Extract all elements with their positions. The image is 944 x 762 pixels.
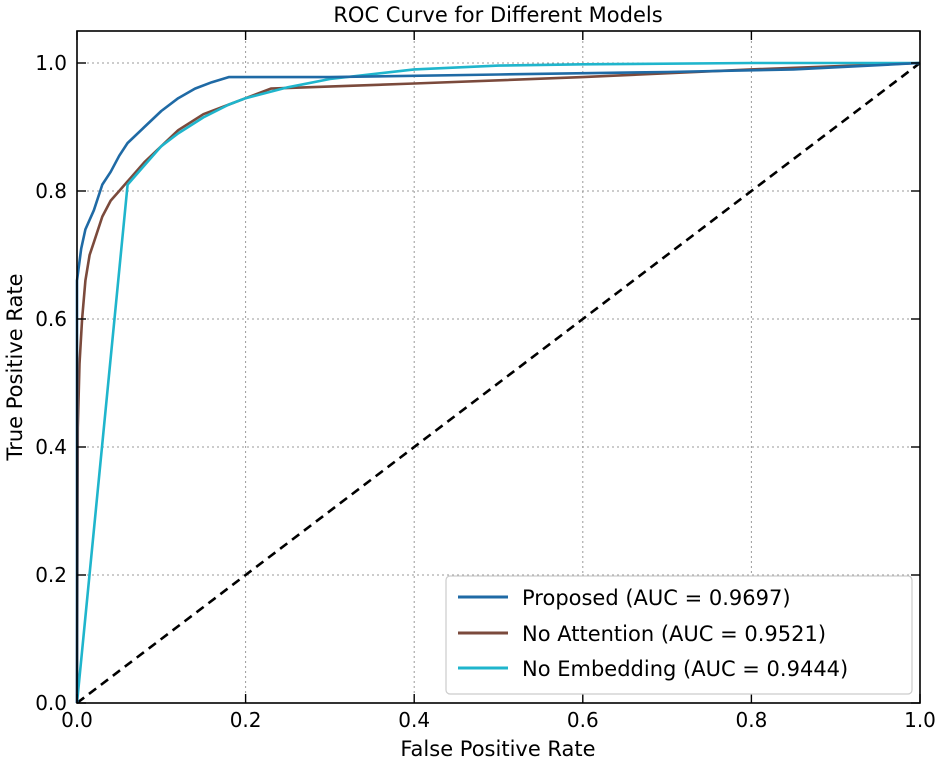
- x-tick-label: 0.2: [230, 708, 262, 732]
- x-axis-label: False Positive Rate: [400, 737, 595, 761]
- x-tick-label: 1.0: [904, 708, 936, 732]
- y-tick-label: 0.4: [35, 435, 67, 459]
- y-tick-label: 0.6: [35, 307, 67, 331]
- x-tick-label: 0.6: [567, 708, 599, 732]
- axis-ticks: 0.0 0.2 0.4 0.6 0.8 1.0 0.0 0.2 0.4 0.6 0.8 1.0: [35, 31, 936, 732]
- legend-label-no-attention: No Attention (AUC = 0.9521): [522, 622, 826, 646]
- y-tick-label: 0.2: [35, 563, 67, 587]
- y-tick-label: 1.0: [35, 51, 67, 75]
- x-tick-label: 0.4: [398, 708, 430, 732]
- legend-box: [445, 575, 913, 695]
- chart-title: ROC Curve for Different Models: [333, 3, 662, 27]
- grid: [77, 31, 920, 703]
- plot-frame: [76, 30, 921, 704]
- no-embedding-line: [75, 61, 920, 704]
- x-tick-label: 0.8: [735, 708, 767, 732]
- no-attention-line: [75, 61, 921, 704]
- x-tick-label: 0.0: [61, 708, 93, 732]
- chance-diagonal-line: [76, 61, 921, 705]
- legend: Proposed (AUC = 0.9697) No Attention (AU…: [445, 575, 913, 695]
- legend-label-no-embedding: No Embedding (AUC = 0.9444): [522, 657, 848, 681]
- y-tick-label: 0.8: [35, 179, 67, 203]
- y-tick-label: 0.0: [35, 691, 67, 715]
- y-axis-label: True Positive Rate: [3, 273, 27, 461]
- proposed-line: [75, 61, 921, 703]
- legend-label-proposed: Proposed (AUC = 0.9697): [522, 586, 791, 610]
